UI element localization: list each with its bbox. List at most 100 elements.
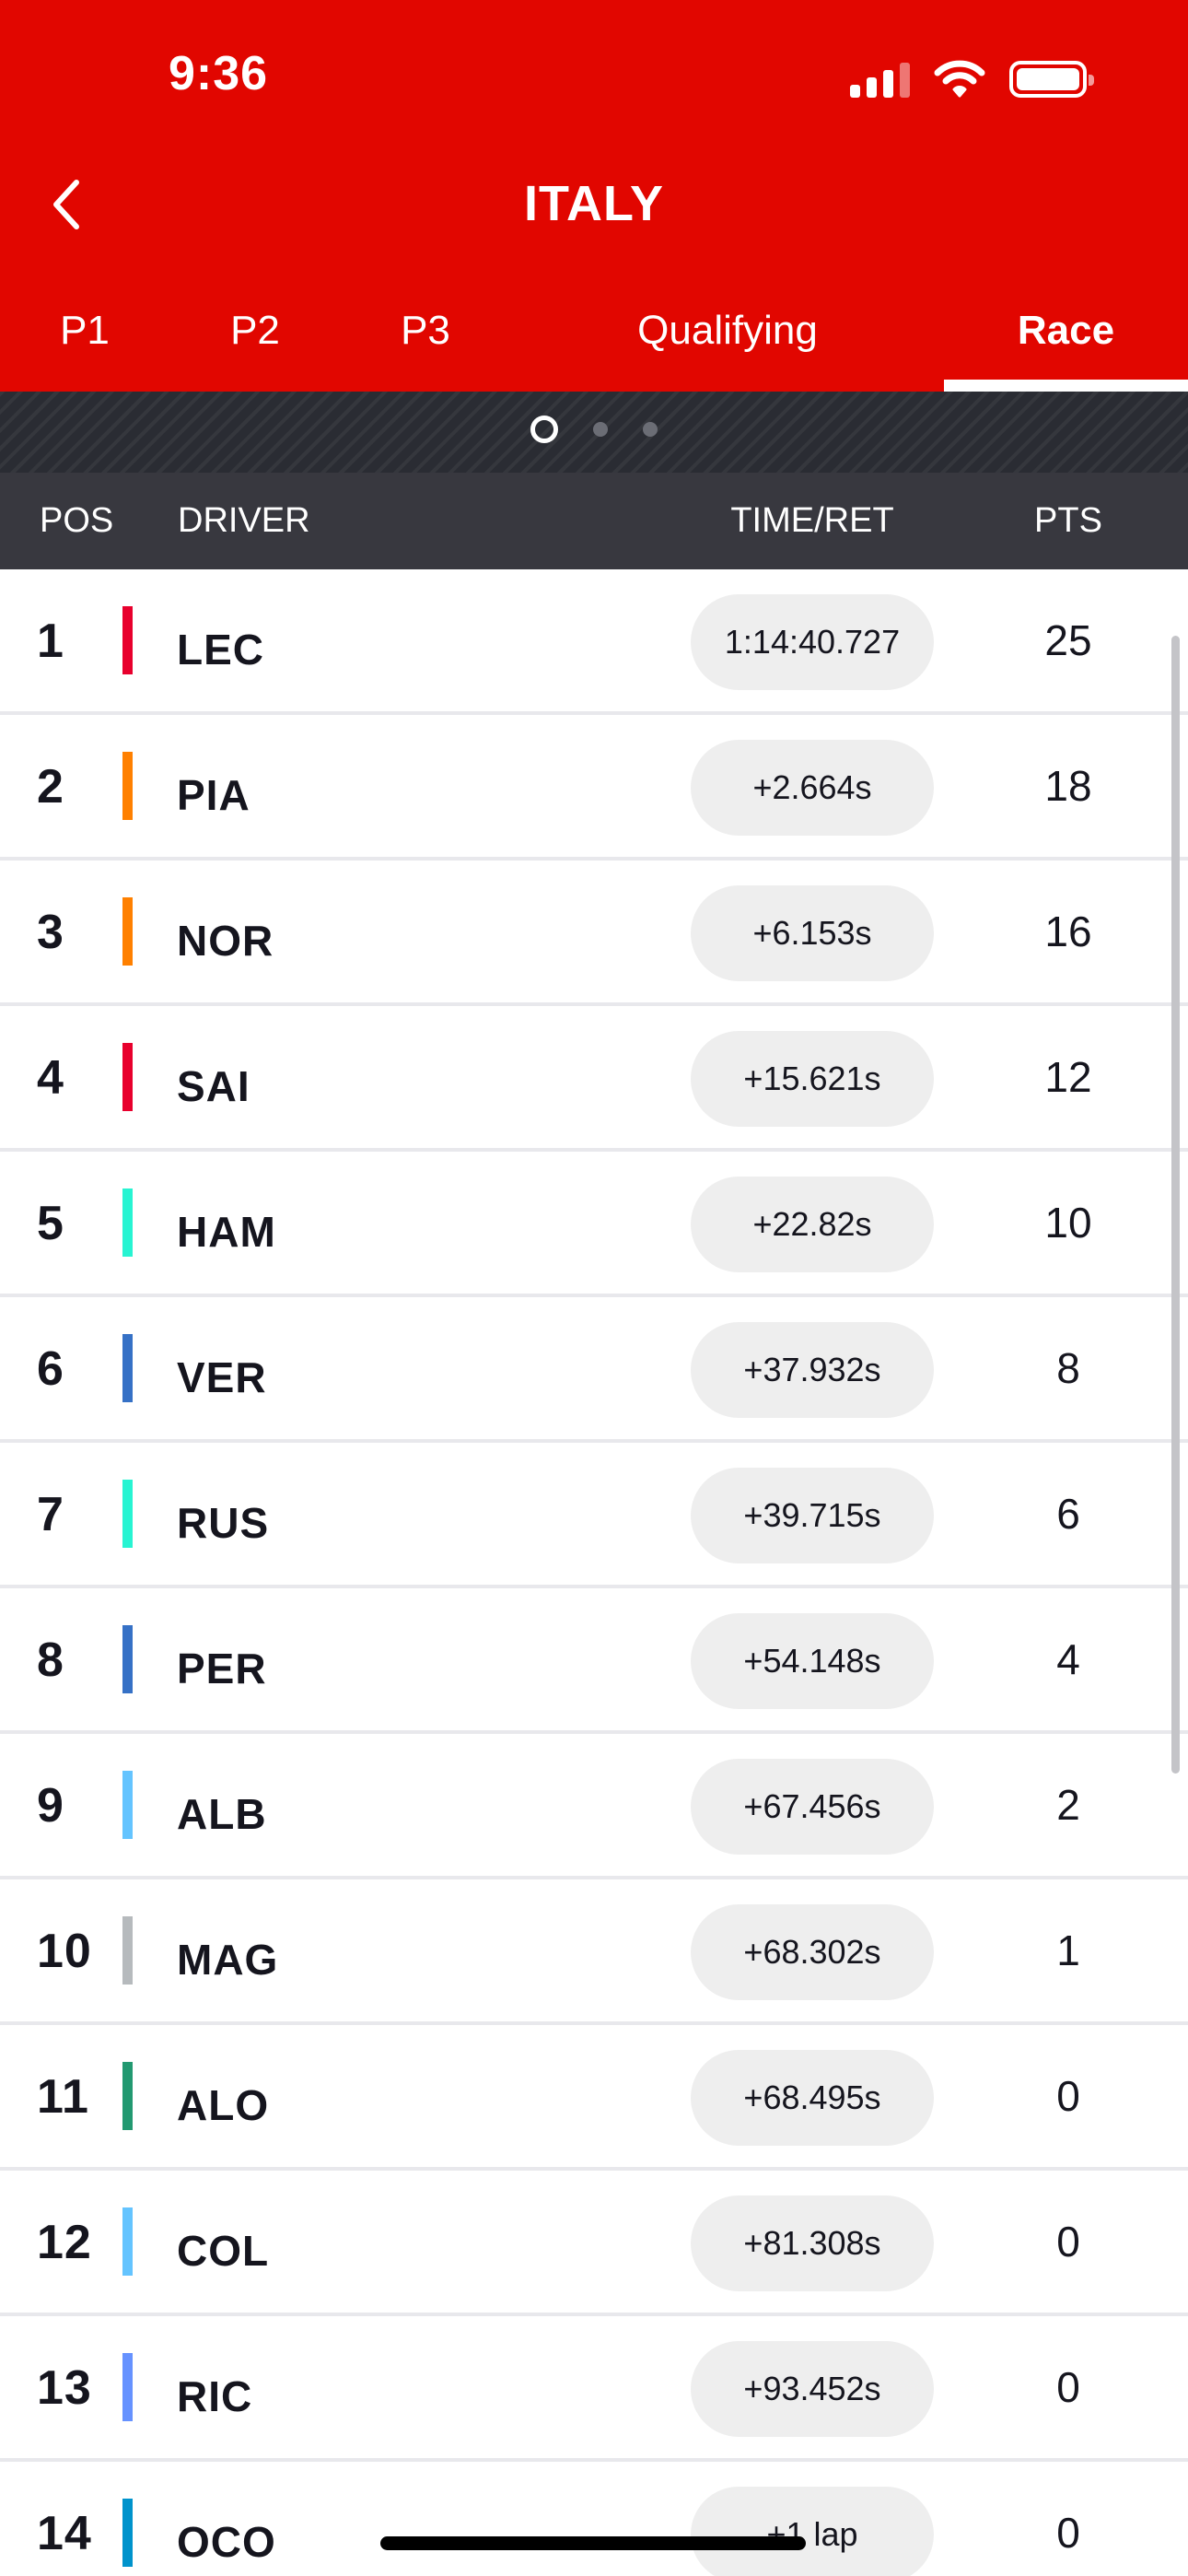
row-points: 0 (1056, 2218, 1080, 2266)
row-points: 0 (1056, 2072, 1080, 2120)
team-color-bar (122, 2353, 133, 2421)
tab-p1[interactable]: P1 (60, 308, 110, 353)
row-driver: SAI (177, 1062, 250, 1110)
team-color-bar (122, 2062, 133, 2130)
row-driver: PIA (177, 771, 250, 819)
row-time: +39.715s (691, 1468, 934, 1563)
scrollbar[interactable] (1171, 636, 1180, 1774)
row-time: +67.456s (691, 1759, 934, 1855)
row-position: 14 (37, 2507, 92, 2560)
table-row[interactable]: 7 RUS +39.715s 6 (0, 1443, 1188, 1588)
row-driver: MAG (177, 1936, 279, 1984)
team-color-bar (122, 1043, 133, 1111)
chevron-left-icon (53, 180, 79, 229)
team-color-bar (122, 1916, 133, 1985)
row-time: +37.932s (691, 1322, 934, 1418)
row-position: 1 (37, 615, 64, 668)
page-title: ITALY (523, 176, 665, 231)
row-position: 7 (37, 1488, 64, 1541)
row-driver: OCO (177, 2518, 276, 2566)
row-points: 4 (1056, 1635, 1080, 1683)
row-driver: HAM (177, 1208, 276, 1256)
status-time: 9:36 (169, 47, 269, 100)
row-position: 2 (37, 760, 64, 814)
table-row[interactable]: 13 RIC +93.452s 0 (0, 2316, 1188, 2462)
row-points: 0 (1056, 2363, 1080, 2411)
active-tab-indicator (944, 380, 1188, 392)
row-points: 2 (1056, 1781, 1080, 1829)
home-indicator[interactable] (380, 2536, 806, 2550)
table-row[interactable]: 6 VER +37.932s 8 (0, 1297, 1188, 1443)
column-time: TIME/RET (730, 501, 894, 540)
row-driver: COL (177, 2227, 270, 2275)
session-tabs: P1 P2 P3 Qualifying Race (0, 295, 1188, 392)
row-time: +68.302s (691, 1904, 934, 2000)
row-position: 9 (37, 1779, 64, 1832)
column-pos: POS (40, 501, 114, 540)
table-row[interactable]: 12 COL +81.308s 0 (0, 2171, 1188, 2316)
row-driver: NOR (177, 917, 274, 965)
row-time: +1 lap (691, 2487, 934, 2576)
row-points: 6 (1056, 1490, 1080, 1538)
battery-icon (1009, 61, 1094, 98)
row-time: +81.308s (691, 2195, 934, 2291)
row-points: 25 (1044, 616, 1092, 664)
status-icons (850, 57, 1094, 101)
row-points: 0 (1056, 2509, 1080, 2557)
row-time: +15.621s (691, 1031, 934, 1127)
cellular-signal-icon (850, 61, 910, 98)
row-position: 3 (37, 906, 64, 959)
row-driver: RIC (177, 2372, 253, 2420)
table-row[interactable]: 8 PER +54.148s 4 (0, 1588, 1188, 1734)
team-color-bar (122, 1480, 133, 1548)
tab-race[interactable]: Race (1017, 308, 1115, 353)
table-row[interactable]: 1 LEC 1:14:40.727 25 (0, 569, 1188, 715)
table-row[interactable]: 3 NOR +6.153s 16 (0, 861, 1188, 1006)
tab-p2[interactable]: P2 (230, 308, 280, 353)
row-position: 10 (37, 1925, 92, 1978)
row-position: 13 (37, 2361, 92, 2415)
row-points: 12 (1044, 1053, 1092, 1101)
results-list: 1 LEC 1:14:40.727 25 2 PIA +2.664s 18 3 NOR +6.153… (0, 569, 1188, 2576)
row-position: 8 (37, 1633, 64, 1687)
page-dot[interactable] (530, 416, 558, 443)
page-indicator (0, 392, 1188, 473)
back-button[interactable] (46, 175, 87, 234)
table-row[interactable]: 5 HAM +22.82s 10 (0, 1152, 1188, 1297)
team-color-bar (122, 1334, 133, 1402)
team-color-bar (122, 1188, 133, 1257)
table-row[interactable]: 14 OCO +1 lap 0 (0, 2462, 1188, 2576)
tab-p3[interactable]: P3 (401, 308, 450, 353)
page-dot[interactable] (593, 422, 608, 437)
row-time: +68.495s (691, 2050, 934, 2146)
row-time: +54.148s (691, 1613, 934, 1709)
row-driver: ALO (177, 2081, 270, 2129)
app-header: 9:36 ITALY P1 P2 P3 Qualifying Race (0, 0, 1188, 392)
row-points: 18 (1044, 762, 1092, 810)
table-row[interactable]: 11 ALO +68.495s 0 (0, 2025, 1188, 2171)
table-row[interactable]: 9 ALB +67.456s 2 (0, 1734, 1188, 1879)
column-driver: DRIVER (178, 501, 310, 540)
team-color-bar (122, 2499, 133, 2567)
team-color-bar (122, 752, 133, 820)
wifi-icon (934, 60, 985, 99)
row-driver: LEC (177, 626, 264, 673)
row-position: 11 (37, 2070, 89, 2124)
row-driver: ALB (177, 1790, 267, 1838)
row-time: +93.452s (691, 2341, 934, 2437)
row-driver: VER (177, 1353, 267, 1401)
tab-qualifying[interactable]: Qualifying (637, 308, 818, 353)
team-color-bar (122, 1625, 133, 1693)
row-position: 12 (37, 2216, 92, 2269)
team-color-bar (122, 897, 133, 966)
row-points: 1 (1056, 1926, 1080, 1974)
row-driver: PER (177, 1645, 267, 1692)
page-dot[interactable] (643, 422, 658, 437)
table-row[interactable]: 2 PIA +2.664s 18 (0, 715, 1188, 861)
row-points: 16 (1044, 907, 1092, 955)
team-color-bar (122, 606, 133, 674)
results-header: POS DRIVER TIME/RET PTS (0, 473, 1188, 569)
column-pts: PTS (1034, 501, 1102, 540)
table-row[interactable]: 10 MAG +68.302s 1 (0, 1879, 1188, 2025)
table-row[interactable]: 4 SAI +15.621s 12 (0, 1006, 1188, 1152)
